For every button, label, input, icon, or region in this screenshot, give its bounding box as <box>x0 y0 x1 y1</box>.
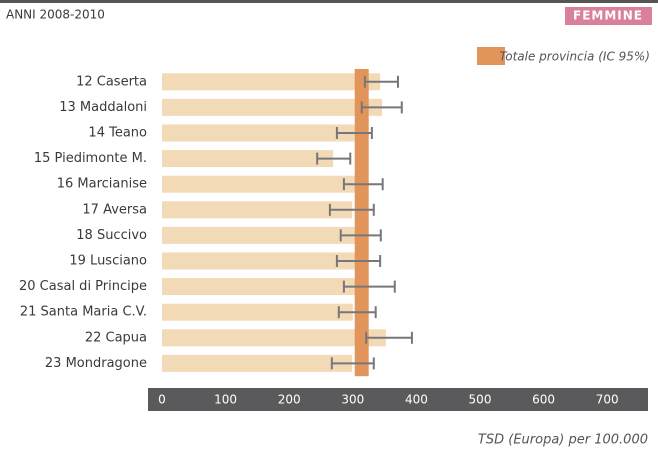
y-tick-label: 21 Santa Maria C.V. <box>20 305 147 320</box>
error-bar <box>360 101 403 114</box>
error-bar <box>342 178 384 191</box>
y-tick-label: 13 Maddaloni <box>59 100 147 115</box>
x-tick-label: 400 <box>405 393 428 407</box>
y-tick-label: 22 Capua <box>85 330 147 345</box>
bar <box>162 303 353 321</box>
x-tick-label: 300 <box>341 393 364 407</box>
province-band <box>354 69 369 377</box>
error-bar <box>342 280 396 293</box>
error-bar <box>316 152 352 165</box>
bar <box>162 226 360 244</box>
y-tick-label: 18 Succivo <box>76 228 147 243</box>
bar <box>162 201 353 219</box>
error-bar <box>337 306 377 319</box>
x-tick-label: 100 <box>214 393 237 407</box>
bar <box>162 150 334 168</box>
period: ANNI 2008-2010 <box>6 8 105 22</box>
y-tick-label: 15 Piedimonte M. <box>34 151 147 166</box>
error-bar <box>328 203 375 216</box>
y-tick-label: 23 Mondragone <box>45 356 147 371</box>
error-bar <box>363 75 399 88</box>
legend-swatch <box>477 47 505 65</box>
y-tick-label: 19 Lusciano <box>69 254 147 269</box>
bar <box>162 252 358 270</box>
error-bar <box>335 127 373 139</box>
error-bar <box>330 357 375 370</box>
y-tick-label: 20 Casal di Principe <box>19 279 147 294</box>
x-axis-title: TSD (Europa) per 100.000 <box>478 433 648 448</box>
x-tick-label: 500 <box>469 393 492 407</box>
bar <box>162 329 386 347</box>
bar <box>162 354 353 372</box>
bar <box>162 175 362 193</box>
error-bar <box>335 255 382 267</box>
x-tick-label: 0 <box>158 393 166 407</box>
legend-label: Totale provincia (IC 95%) <box>499 50 650 64</box>
badge: FEMMINE <box>573 9 643 23</box>
y-tick-label: 17 Aversa <box>82 202 147 217</box>
top-rule <box>0 0 658 3</box>
bar <box>162 98 383 116</box>
error-bar <box>365 331 413 344</box>
bar <box>162 278 369 296</box>
bar <box>162 124 355 142</box>
x-tick-label: 600 <box>532 393 555 407</box>
y-tick-label: 16 Marcianise <box>57 177 147 192</box>
error-bar <box>339 229 382 242</box>
y-tick-label: 14 Teano <box>88 126 147 141</box>
badge-bg <box>565 7 652 25</box>
x-tick-label: 700 <box>596 393 619 407</box>
bar <box>162 73 381 91</box>
x-tick-label: 200 <box>278 393 301 407</box>
x-axis-bar <box>148 388 648 411</box>
y-tick-label: 12 Caserta <box>76 74 147 89</box>
